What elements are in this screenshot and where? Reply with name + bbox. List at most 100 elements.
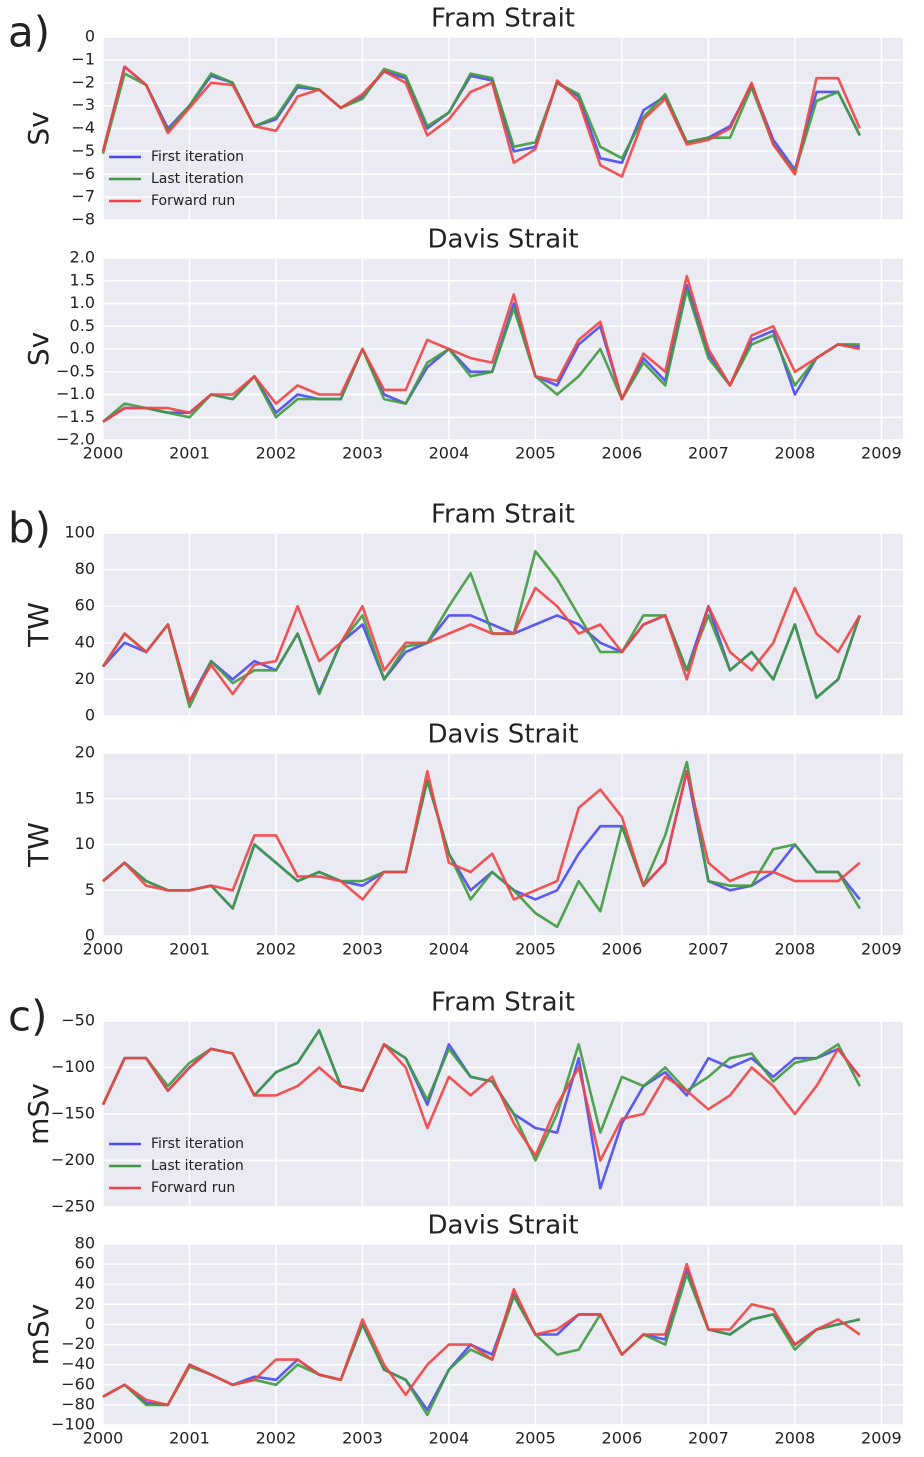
x-tick-label: 2006 bbox=[602, 1429, 643, 1448]
x-tick-label: 2005 bbox=[515, 1429, 556, 1448]
y-tick-label: 60 bbox=[75, 596, 95, 615]
y-tick-label: 2.0 bbox=[70, 248, 95, 267]
x-tick-label: 2006 bbox=[602, 444, 643, 463]
y-tick-label: 0 bbox=[85, 926, 95, 945]
series-line bbox=[101, 67, 861, 174]
x-tick-label: 2004 bbox=[429, 940, 470, 959]
series-line bbox=[102, 274, 861, 423]
x-tick-label: 2000 bbox=[83, 444, 124, 463]
x-tick-label: 2007 bbox=[688, 444, 729, 463]
legend-label: Last iteration bbox=[151, 1158, 244, 1174]
x-tick-label: 2008 bbox=[775, 940, 816, 959]
y-tick-label: −100 bbox=[51, 1057, 95, 1076]
y-tick-label: −40 bbox=[61, 1354, 95, 1373]
x-tick-label: 2006 bbox=[602, 940, 643, 959]
y-tick-label: 5 bbox=[85, 880, 95, 899]
chart-title: Fram Strait bbox=[431, 4, 575, 34]
y-tick-label: −50 bbox=[61, 1011, 95, 1030]
y-tick-label: 1.0 bbox=[70, 293, 95, 312]
chart-title: Fram Strait bbox=[431, 988, 575, 1018]
legend-label: Forward run bbox=[151, 1180, 235, 1196]
y-tick-label: 100 bbox=[64, 523, 95, 542]
series-line bbox=[102, 770, 861, 901]
y-tick-label: −80 bbox=[61, 1394, 95, 1413]
y-tick-label: −7 bbox=[71, 187, 95, 206]
y-tick-label: −1.5 bbox=[56, 407, 95, 426]
legend-label: First iteration bbox=[151, 1136, 244, 1152]
y-axis-label: TW bbox=[22, 602, 55, 648]
x-tick-label: 2004 bbox=[429, 444, 470, 463]
y-axis-label: mSv bbox=[22, 1083, 55, 1145]
y-tick-label: −150 bbox=[51, 1104, 95, 1123]
x-tick-label: 2003 bbox=[342, 940, 383, 959]
x-tick-label: 2002 bbox=[256, 940, 297, 959]
y-tick-label: 40 bbox=[75, 632, 95, 651]
x-tick-label: 2007 bbox=[688, 940, 729, 959]
y-tick-label: −60 bbox=[61, 1374, 95, 1393]
chart-title: Davis Strait bbox=[427, 1211, 578, 1241]
x-tick-label: 2004 bbox=[429, 1429, 470, 1448]
y-tick-label: 0.0 bbox=[70, 339, 95, 358]
y-axis-label: mSv bbox=[22, 1304, 55, 1366]
y-tick-label: 10 bbox=[75, 834, 95, 853]
y-axis-label: TW bbox=[22, 822, 55, 868]
y-tick-label: −1 bbox=[71, 49, 95, 68]
y-tick-label: −2 bbox=[71, 72, 95, 91]
y-axis-label: Sv bbox=[22, 332, 55, 366]
x-tick-label: 2009 bbox=[861, 1429, 902, 1448]
x-tick-label: 2003 bbox=[342, 444, 383, 463]
x-tick-label: 2002 bbox=[256, 444, 297, 463]
y-tick-label: −100 bbox=[51, 1415, 95, 1434]
x-tick-label: 2008 bbox=[775, 1429, 816, 1448]
y-tick-label: −1.0 bbox=[56, 384, 95, 403]
y-tick-label: 20 bbox=[75, 669, 95, 688]
y-tick-label: −2.0 bbox=[56, 430, 95, 449]
y-tick-label: −3 bbox=[71, 95, 95, 114]
legend-label: Last iteration bbox=[151, 171, 244, 187]
series-line bbox=[101, 1043, 861, 1162]
y-tick-label: 15 bbox=[75, 788, 95, 807]
x-tick-label: 2001 bbox=[169, 940, 210, 959]
series-line bbox=[101, 65, 861, 178]
y-tick-label: 80 bbox=[75, 559, 95, 578]
y-tick-label: −5 bbox=[71, 141, 95, 160]
y-tick-label: 0 bbox=[85, 27, 95, 46]
x-tick-label: 2005 bbox=[515, 940, 556, 959]
legend-label: First iteration bbox=[151, 149, 244, 165]
panel-label: a) bbox=[8, 8, 50, 57]
y-tick-label: 20 bbox=[75, 1294, 95, 1313]
panel-label: b) bbox=[8, 504, 51, 553]
x-tick-label: 2007 bbox=[688, 1429, 729, 1448]
y-tick-label: 20 bbox=[75, 743, 95, 762]
y-tick-label: 80 bbox=[75, 1234, 95, 1253]
y-tick-label: −8 bbox=[71, 210, 95, 229]
x-tick-label: 2000 bbox=[83, 1429, 124, 1448]
y-tick-label: −4 bbox=[71, 118, 95, 137]
x-tick-label: 2005 bbox=[515, 444, 556, 463]
series-line bbox=[102, 1262, 861, 1407]
y-tick-label: 0 bbox=[85, 1314, 95, 1333]
y-tick-label: −250 bbox=[51, 1197, 95, 1216]
plot-background bbox=[103, 533, 903, 716]
x-tick-label: 2001 bbox=[169, 1429, 210, 1448]
x-tick-label: 2003 bbox=[342, 1429, 383, 1448]
y-axis-label: Sv bbox=[22, 111, 55, 145]
y-tick-label: −20 bbox=[61, 1334, 95, 1353]
x-tick-label: 2000 bbox=[83, 940, 124, 959]
y-tick-label: 1.5 bbox=[70, 270, 95, 289]
x-tick-label: 2009 bbox=[861, 444, 902, 463]
chart-title: Fram Strait bbox=[431, 500, 575, 530]
legend-label: Forward run bbox=[151, 193, 235, 209]
y-tick-label: 0.5 bbox=[70, 316, 95, 335]
chart-title: Davis Strait bbox=[427, 225, 578, 255]
chart-title: Davis Strait bbox=[427, 720, 578, 750]
plot-background bbox=[103, 1244, 903, 1425]
x-tick-label: 2008 bbox=[775, 444, 816, 463]
y-tick-label: 40 bbox=[75, 1274, 95, 1293]
series-line bbox=[101, 586, 861, 703]
y-tick-label: −0.5 bbox=[56, 361, 95, 380]
series-line bbox=[101, 550, 862, 709]
y-tick-label: 0 bbox=[85, 706, 95, 725]
y-tick-label: −200 bbox=[51, 1150, 95, 1169]
